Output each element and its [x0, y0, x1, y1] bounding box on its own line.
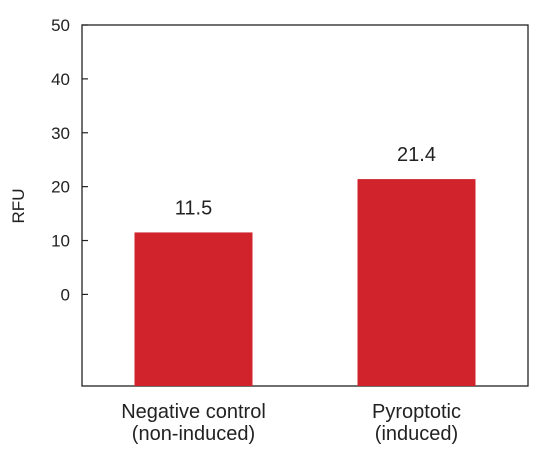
x-axis-categories: Negative control(non-induced) Pyroptotic(… — [121, 401, 461, 445]
y-tick-label: 50 — [51, 16, 70, 35]
bars — [134, 179, 476, 386]
plot-frame — [81, 24, 529, 387]
x-category-label: Negative control — [121, 401, 266, 423]
y-axis-label: RFU — [9, 189, 28, 224]
y-axis-ticks: 0 10 20 30 40 50 — [51, 16, 88, 304]
bar-2 — [357, 179, 476, 386]
bar-1 — [134, 232, 253, 386]
x-category-label: Pyroptotic — [372, 401, 461, 423]
data-labels: 11.5 21.4 — [175, 144, 436, 219]
y-tick-label: 0 — [61, 285, 70, 304]
bar-value-label: 11.5 — [175, 197, 212, 219]
y-tick-label: 10 — [51, 232, 70, 251]
y-tick-label: 40 — [51, 70, 70, 89]
y-tick-label: 30 — [51, 124, 70, 143]
x-category-sublabel: (non-induced) — [132, 423, 255, 445]
bar-value-label: 21.4 — [397, 144, 436, 166]
y-tick-label: 20 — [51, 178, 70, 197]
x-category-sublabel: (induced) — [375, 423, 458, 445]
